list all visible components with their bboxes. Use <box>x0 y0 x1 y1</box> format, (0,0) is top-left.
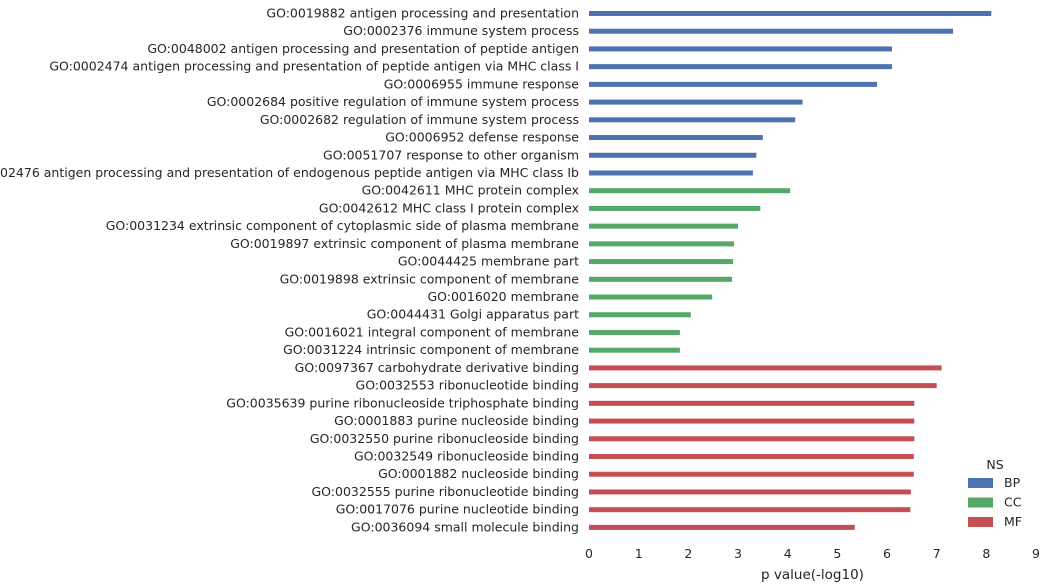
category-label: GO:0019882 antigen processing and presen… <box>266 6 579 21</box>
category-label: GO:0031234 extrinsic component of cytopl… <box>106 218 580 233</box>
x-tick-label: 7 <box>933 546 941 561</box>
category-label: GO:0001883 purine nucleoside binding <box>334 413 579 428</box>
category-label: GO:0016021 integral component of membran… <box>285 324 580 339</box>
bar-bp-10 <box>589 170 753 176</box>
bar-bp-5 <box>589 81 878 87</box>
bar-mf-29 <box>589 507 911 513</box>
category-label: GO:0002684 positive regulation of immune… <box>207 94 579 109</box>
category-label: GO:0036094 small molecule binding <box>351 519 579 534</box>
category-label: GO:0019898 extrinsic component of membra… <box>280 271 580 286</box>
x-tick-label: 3 <box>734 546 742 561</box>
category-label: GO:0044431 Golgi apparatus part <box>367 307 579 322</box>
x-axis-ticks: 0 1 2 3 4 5 6 7 8 9 <box>585 546 1040 561</box>
category-label: GO:0097367 carbohydrate derivative bindi… <box>295 360 579 375</box>
category-label: GO:0042612 MHC class I protein complex <box>319 200 579 215</box>
category-label: GO:0006952 defense response <box>385 130 579 145</box>
category-label: GO:0031224 intrinsic component of membra… <box>283 342 579 357</box>
category-label: GO:0002682 regulation of immune system p… <box>260 112 579 127</box>
category-label: GO:0006955 immune response <box>384 76 580 91</box>
bar-cc-19 <box>589 329 680 335</box>
bar-bp-8 <box>589 135 763 141</box>
legend-title: NS <box>986 457 1003 472</box>
legend-label-cc: CC <box>1004 495 1022 510</box>
bar-mf-28 <box>589 489 911 495</box>
bar-cc-12 <box>589 205 761 211</box>
category-label: GO:0032550 purine ribonucleoside binding <box>310 431 579 446</box>
category-labels: GO:0019882 antigen processing and presen… <box>0 6 579 535</box>
bar-mf-30 <box>589 524 855 530</box>
category-label: GO:0019897 extrinsic component of plasma… <box>230 236 579 251</box>
x-tick-label: 2 <box>684 546 692 561</box>
bar-cc-14 <box>589 241 735 247</box>
bar-cc-17 <box>589 294 713 300</box>
category-label: GO:0032549 ribonucleoside binding <box>354 449 579 464</box>
bar-bp-6 <box>589 99 803 105</box>
bar-bp-1 <box>589 11 992 16</box>
category-label: GO:0051707 response to other organism <box>323 147 579 162</box>
bar-bp-7 <box>589 117 796 123</box>
category-label: GO:0002476 antigen processing and presen… <box>0 165 579 180</box>
x-tick-label: 5 <box>833 546 841 561</box>
category-label: GO:0001882 nucleoside binding <box>378 466 579 481</box>
category-label: GO:0035639 purine ribonucleoside triphos… <box>226 395 579 410</box>
bar-mf-27 <box>589 471 914 477</box>
bar-bp-3 <box>589 46 892 52</box>
category-label: GO:0016020 membrane <box>427 289 579 304</box>
x-tick-label: 6 <box>883 546 891 561</box>
legend-swatch-cc <box>968 497 993 508</box>
bar-mf-26 <box>589 454 914 459</box>
bar-bp-4 <box>589 64 892 70</box>
legend-label-bp: BP <box>1004 475 1021 490</box>
category-label: GO:0032555 purine ribonucleotide binding <box>311 484 579 499</box>
bar-mf-23 <box>589 400 915 406</box>
bar-mf-21 <box>589 365 942 371</box>
bar-mf-24 <box>589 418 915 424</box>
x-axis-title: p value(-log10) <box>761 567 864 583</box>
legend-label-mf: MF <box>1004 514 1022 529</box>
bar-cc-20 <box>589 347 680 353</box>
category-label: GO:0002376 immune system process <box>343 23 579 38</box>
bars-group <box>589 11 992 530</box>
x-tick-label: 0 <box>585 546 593 561</box>
bar-cc-15 <box>589 259 734 265</box>
category-label: GO:0032553 ribonucleotide binding <box>356 378 579 393</box>
legend: NS BP CC MF <box>968 457 1022 529</box>
bar-cc-13 <box>589 223 738 229</box>
x-tick-label: 1 <box>635 546 643 561</box>
category-label: GO:0048002 antigen processing and presen… <box>147 41 579 56</box>
bar-bp-9 <box>589 152 757 158</box>
bar-cc-11 <box>589 188 791 194</box>
bar-bp-2 <box>589 28 954 34</box>
legend-swatch-mf <box>968 517 993 527</box>
category-label: GO:0044425 membrane part <box>398 254 579 269</box>
x-tick-label: 9 <box>1032 546 1040 561</box>
x-tick-label: 8 <box>982 546 990 561</box>
x-tick-label: 4 <box>784 546 792 561</box>
bar-mf-25 <box>589 436 915 442</box>
legend-swatch-bp <box>968 478 993 488</box>
bar-mf-22 <box>589 383 937 389</box>
category-label: GO:0042611 MHC protein complex <box>362 183 579 198</box>
category-label: GO:0017076 purine nucleotide binding <box>336 502 579 517</box>
category-label: GO:0002474 antigen processing and presen… <box>49 59 579 74</box>
bar-cc-16 <box>589 276 733 282</box>
bar-cc-18 <box>589 312 691 318</box>
